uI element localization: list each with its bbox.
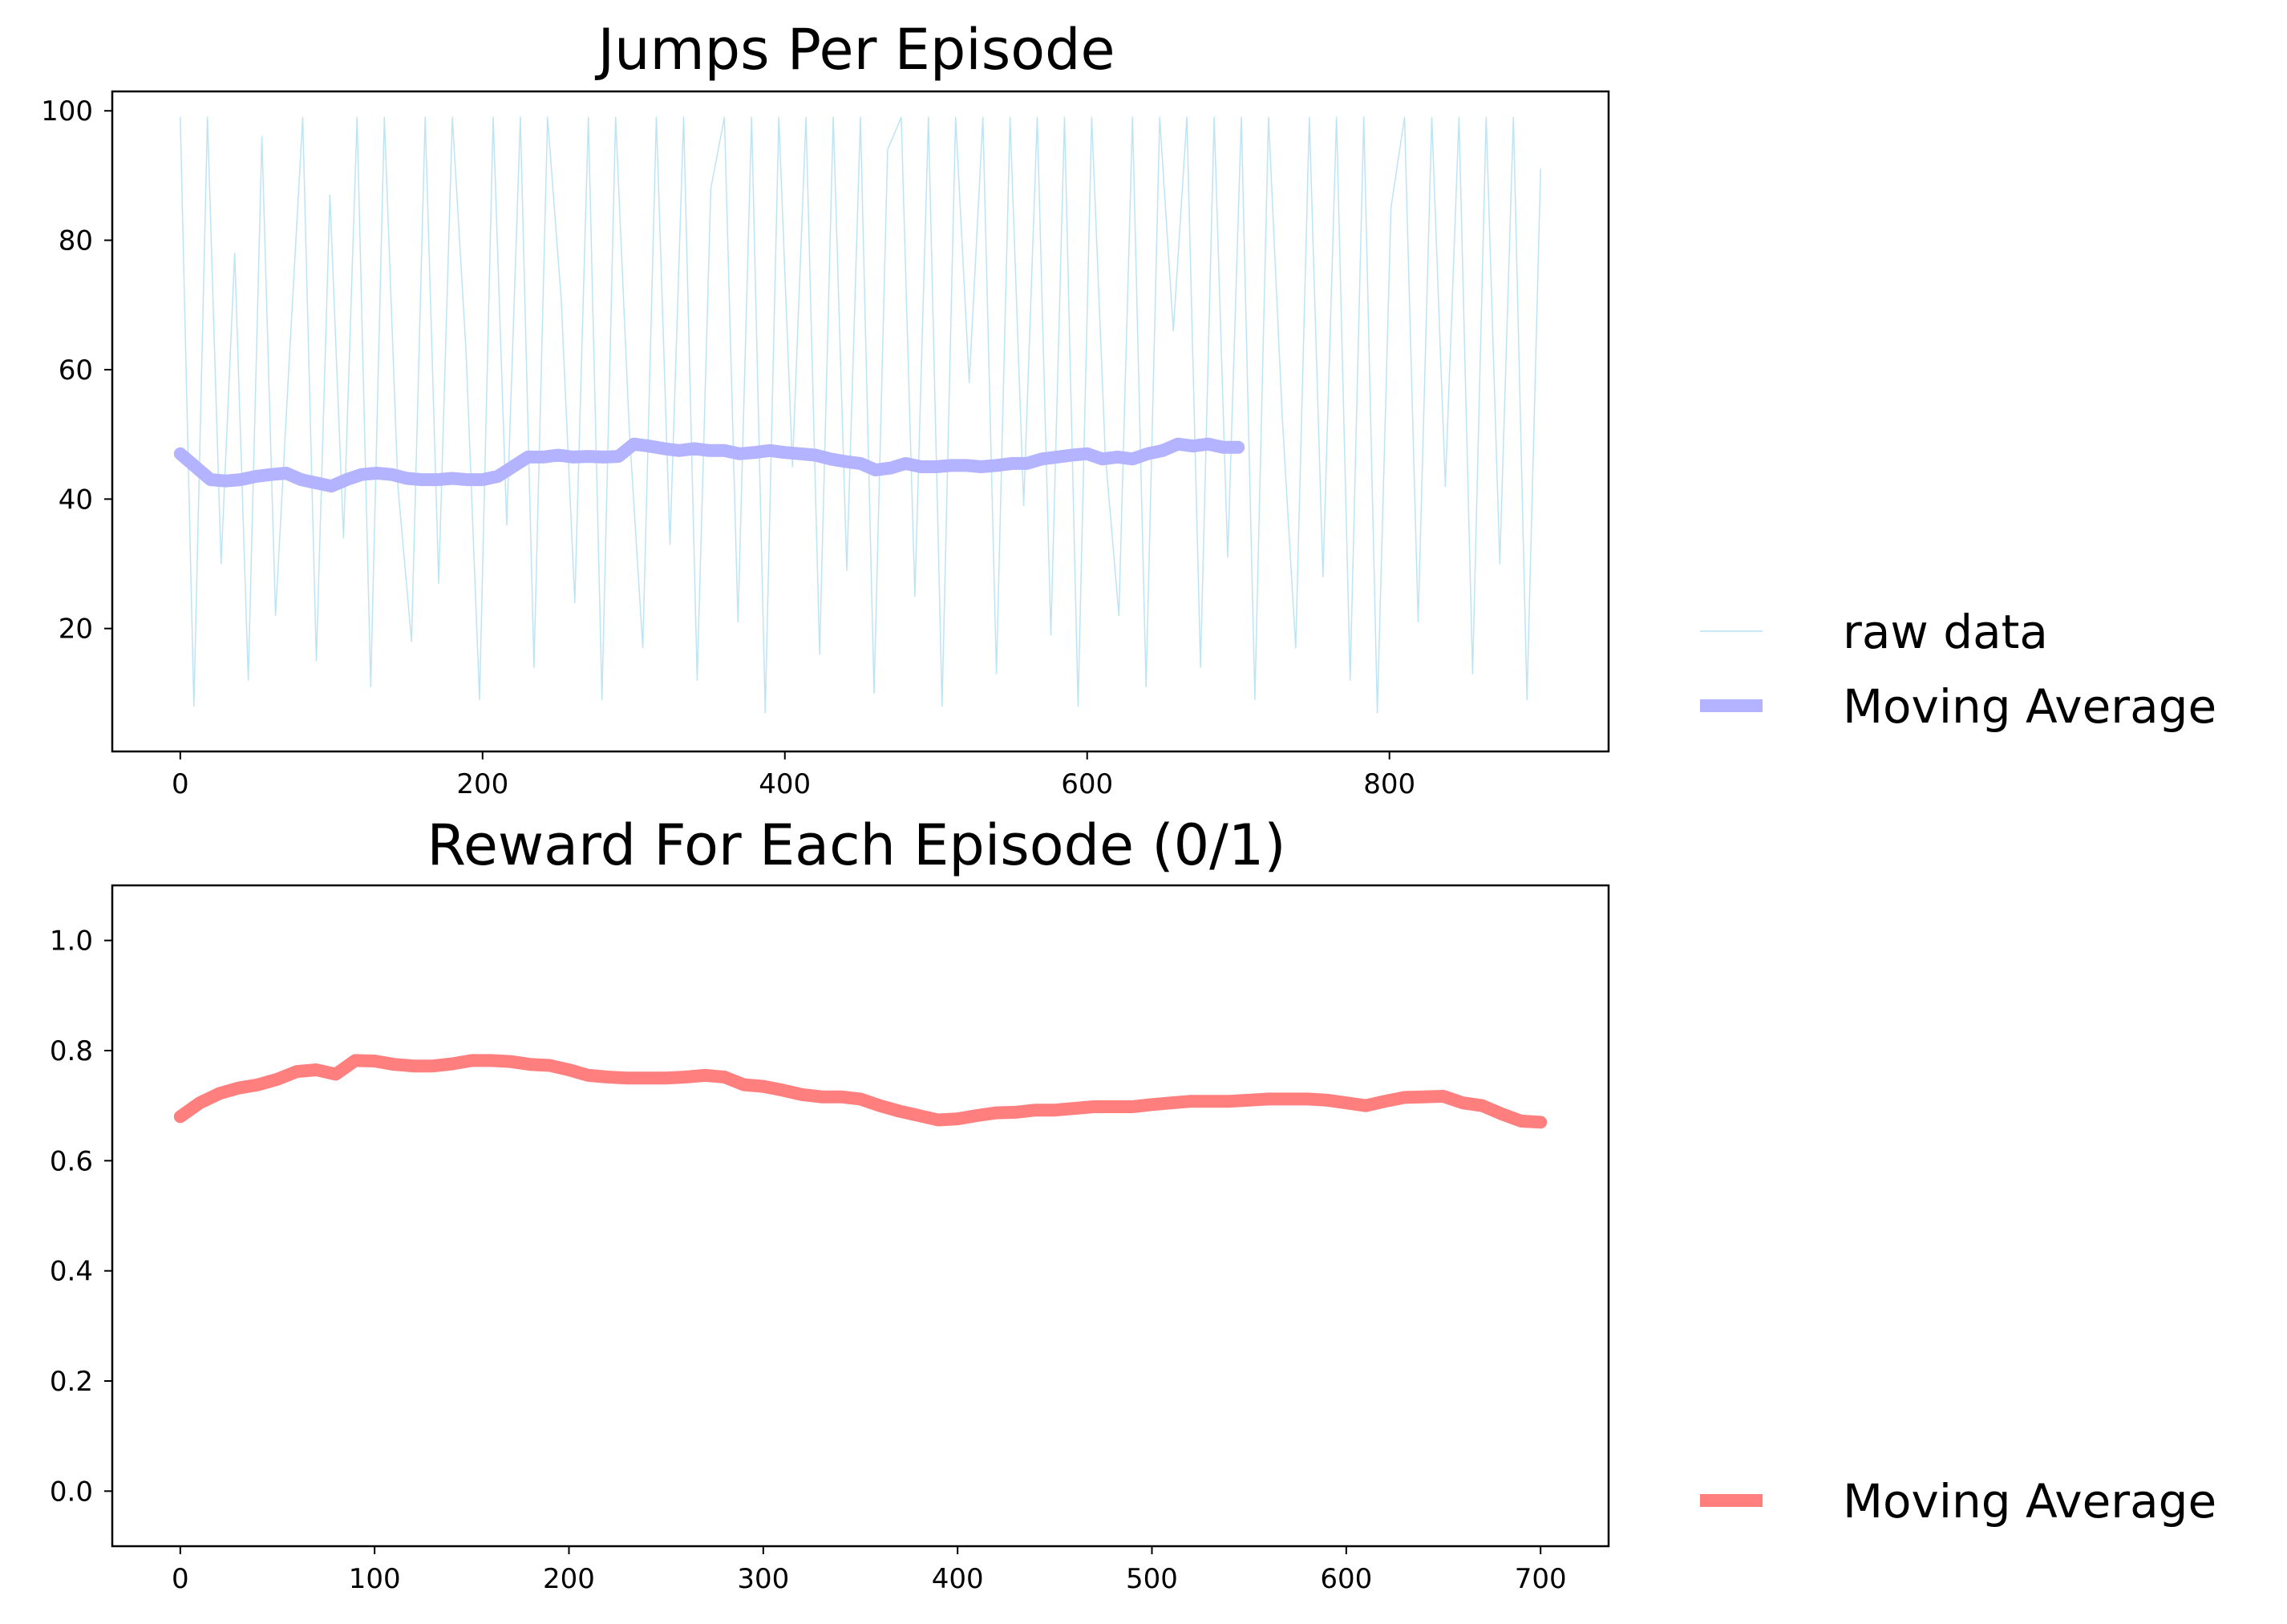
jumps-x-tick-label: 600 <box>1061 768 1113 800</box>
reward-chart-axes: 0 100 200 300 400 500 600 700 0.0 0.2 0.4 0.6 0.8 1.0 <box>50 884 1610 1595</box>
jumps-series-moving-average-line <box>173 437 1245 493</box>
reward-y-tick-label: 1.0 <box>50 925 93 958</box>
reward-y-tick-label: 0.8 <box>50 1035 93 1067</box>
legend-label-moving-average: Moving Average <box>1843 679 2216 734</box>
jumps-x-tick-label: 400 <box>759 768 811 800</box>
reward-x-tick-label: 100 <box>349 1563 401 1595</box>
jumps-series-raw-data-line <box>180 116 1541 714</box>
reward-plot-frame <box>111 884 1610 1548</box>
reward-chart-title: Reward For Each Episode (0/1) <box>427 812 1285 878</box>
legend-label-raw-data: raw data <box>1843 605 2048 659</box>
jumps-y-tick-label: 20 <box>59 614 93 646</box>
reward-x-tick-label: 600 <box>1320 1563 1372 1595</box>
reward-x-tick-label: 200 <box>543 1563 595 1595</box>
jumps-y-tick-label: 60 <box>59 354 93 387</box>
jumps-y-tick-label: 80 <box>59 225 93 257</box>
jumps-chart-title: Jumps Per Episode <box>594 17 1115 83</box>
jumps-chart: Jumps Per Episode 0 200 400 600 800 20 40 60 80 1… <box>41 17 2216 800</box>
reward-x-tick-label: 500 <box>1126 1563 1178 1595</box>
jumps-chart-axes: 0 200 400 600 800 20 40 60 80 100 <box>41 90 1610 800</box>
reward-chart-legend: Moving Average <box>1700 1474 2216 1529</box>
reward-chart: Reward For Each Episode (0/1) 0 100 200 300… <box>50 812 2216 1595</box>
reward-x-tick-label: 400 <box>932 1563 984 1595</box>
jumps-y-tick-label: 100 <box>41 95 93 128</box>
reward-chart-series-layer <box>173 1054 1548 1129</box>
legend-label-moving-average: Moving Average <box>1843 1474 2216 1529</box>
reward-y-tick-label: 0.0 <box>50 1476 93 1508</box>
reward-x-tick-label: 0 <box>172 1563 189 1595</box>
reward-series-moving-average-line <box>173 1054 1548 1129</box>
jumps-x-tick-label: 0 <box>172 768 189 800</box>
jumps-x-tick-label: 800 <box>1363 768 1415 800</box>
jumps-chart-series-layer <box>173 116 1541 714</box>
jumps-chart-legend: raw data Moving Average <box>1700 605 2216 734</box>
reward-y-tick-label: 0.4 <box>50 1256 93 1288</box>
jumps-y-tick-label: 40 <box>59 484 93 516</box>
jumps-plot-frame <box>111 90 1610 753</box>
reward-y-tick-label: 0.6 <box>50 1145 93 1177</box>
reward-x-tick-label: 300 <box>737 1563 789 1595</box>
reward-x-tick-label: 700 <box>1515 1563 1567 1595</box>
jumps-x-tick-label: 200 <box>456 768 508 800</box>
reward-y-tick-label: 0.2 <box>50 1366 93 1398</box>
